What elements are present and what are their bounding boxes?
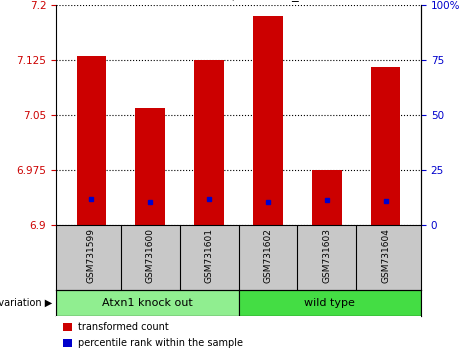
Text: GSM731599: GSM731599 — [87, 228, 96, 283]
Text: GSM731603: GSM731603 — [322, 228, 331, 283]
Bar — [63, 339, 72, 347]
Bar — [63, 323, 72, 331]
Bar — [77, 56, 106, 225]
Text: Atxn1 knock out: Atxn1 knock out — [102, 298, 193, 308]
Bar — [238, 290, 421, 316]
Text: wild type: wild type — [304, 298, 355, 308]
Bar — [312, 170, 342, 225]
Bar — [253, 16, 283, 225]
Bar — [56, 290, 238, 316]
Text: GSM731601: GSM731601 — [205, 228, 213, 283]
Text: genotype/variation ▶: genotype/variation ▶ — [0, 298, 52, 308]
Title: GDS4148 / 101434_at: GDS4148 / 101434_at — [165, 0, 312, 1]
Bar — [136, 108, 165, 225]
Text: GSM731600: GSM731600 — [146, 228, 155, 283]
Text: percentile rank within the sample: percentile rank within the sample — [78, 338, 243, 348]
Bar — [195, 60, 224, 225]
Bar — [371, 67, 401, 225]
Text: GSM731604: GSM731604 — [381, 228, 390, 283]
Text: transformed count: transformed count — [78, 322, 169, 332]
Text: GSM731602: GSM731602 — [263, 228, 272, 283]
